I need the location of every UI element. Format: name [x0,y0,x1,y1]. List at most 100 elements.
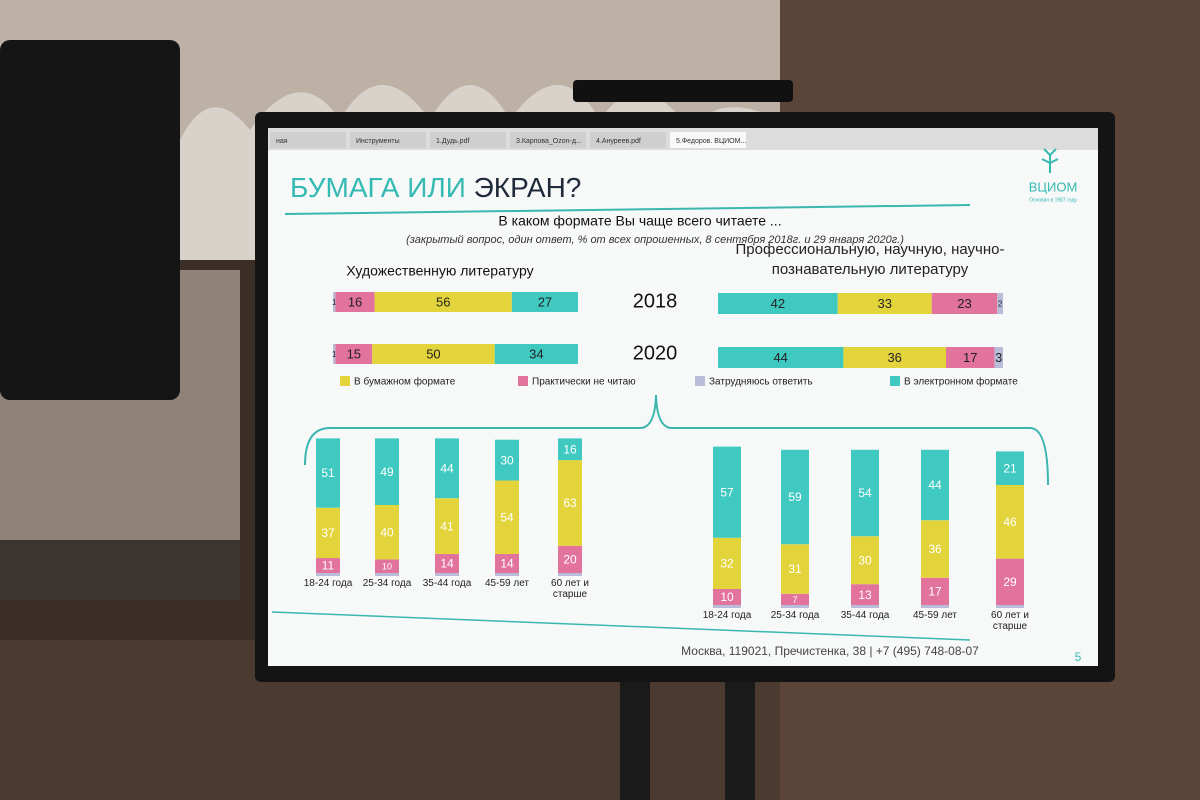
camera [573,80,793,102]
stand [620,660,650,800]
bar-base [921,605,949,608]
category-box: 35-44 года [422,578,472,589]
bar-segment [374,292,512,312]
tab [670,132,746,148]
data-label: 54 [858,486,872,500]
legend-label: В электронном формате [904,376,1018,388]
data-label: 33 [877,296,891,311]
bar-segment [375,505,399,560]
category-box: 60 лет и старше [991,610,1029,632]
bar-segment [333,292,336,312]
bar-segment [435,553,459,573]
data-label: 31 [788,562,802,576]
category-label: 45-59 лет [485,578,529,589]
data-label: 36 [928,542,942,556]
data-label: 57 [720,485,734,499]
bar-segment [781,449,809,545]
data-label: 13 [858,588,872,602]
bar-base [316,573,340,576]
data-label: 40 [380,525,394,539]
question: В каком формате Вы чаще всего читаете ..… [498,213,781,229]
tab [350,132,426,148]
data-label: 3 [995,350,1002,365]
data-label: 42 [771,296,785,311]
data-label: 56 [436,294,450,309]
railing [0,540,240,600]
tab [430,132,506,148]
legend-label: В бумажном формате [354,376,456,388]
bar-base [851,605,879,608]
data-label: 27 [538,294,552,309]
bar-segment [335,292,375,312]
data-label: 15 [347,346,361,361]
bar-base [495,573,519,576]
title-part: ЭКРАН? [474,172,582,203]
data-label: 59 [788,490,802,504]
data-label: 37 [321,526,335,540]
data-label: 41 [440,519,454,533]
category-label: 60 лет и старше [991,610,1029,632]
bar-segment [713,446,741,538]
category-label: 18-24 года [702,610,752,621]
bar-segment [335,344,373,364]
bar-segment [372,344,495,364]
data-label: 44 [440,461,454,475]
title-rule [284,204,971,215]
bar-base [781,605,809,608]
bar-segment [851,449,879,537]
data-label: 44 [773,350,787,365]
category-label: 2018 [633,290,678,312]
bar-segment [921,520,949,578]
tab [510,132,586,148]
bar-segment [837,293,932,314]
bar-segment [375,438,399,505]
data-label: 7 [792,595,797,605]
data-label: 17 [963,350,977,365]
data-label: 1 [332,350,337,359]
bar-segment [558,545,582,573]
chart-title: Художественную литературу [346,263,533,279]
category-label: 2020 [633,342,678,364]
bar-segment [713,589,741,605]
data-label: 46 [1003,515,1017,529]
data-label: 30 [858,553,872,567]
footer-rule [271,611,971,641]
bar-segment [851,536,879,585]
data-label: 21 [1003,461,1017,475]
legend-label: Затрудняюсь ответить [709,377,813,388]
category-label: 60 лет и старше [551,578,589,600]
bar-segment [718,293,838,314]
bar-segment [921,449,949,521]
logo-tagline: Основан в 1987 году [1029,197,1077,203]
bar-segment [718,347,844,368]
data-label: 1 [332,298,337,307]
tab-label: ная [276,138,288,145]
data-label: 63 [563,496,577,510]
bar-segment [316,558,340,573]
bar-segment [781,544,809,594]
category-box: 18-24 года [304,578,353,589]
bar-segment [994,347,1003,368]
tab-label: 4.Ануреев.pdf [596,138,641,145]
bar-segment [316,507,340,559]
data-label: 14 [500,557,514,571]
bar-segment [316,438,340,508]
title-part: БУМАГА ИЛИ [290,172,466,203]
bar-segment [713,537,741,589]
tab-label: 5.Федоров. ВЦИОМ... [676,138,746,145]
slide-title: БУМАГА ИЛИ ЭКРАН? [290,172,581,203]
bar-segment [931,293,998,314]
bar-segment [494,344,578,364]
data-label: 49 [380,465,394,479]
curtain [0,0,780,140]
data-label: 17 [928,585,942,599]
data-label: 36 [887,350,901,365]
data-label: 30 [500,453,514,467]
category-label: 35-44 года [422,578,472,589]
bar-segment [333,344,336,364]
bar-base [375,573,399,576]
category-box: 18-24 года [702,610,752,621]
category-box: 25-34 года [771,610,820,621]
legend-label: Практически не читаю [532,377,636,388]
